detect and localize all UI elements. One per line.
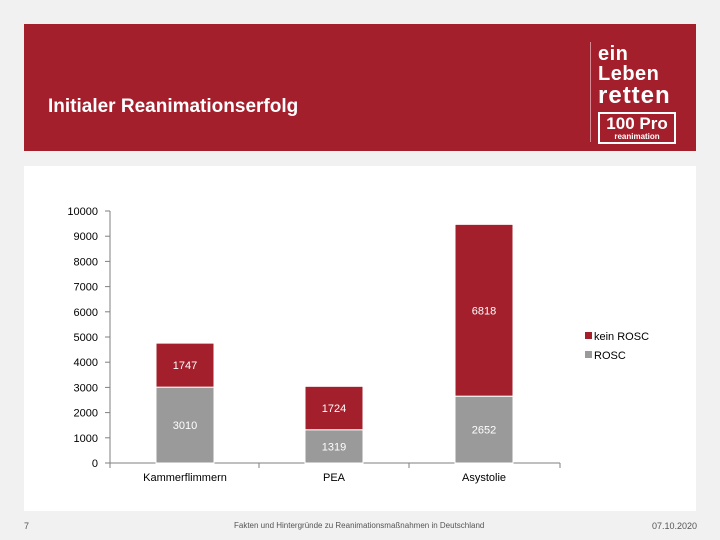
brand-logo: ein Leben retten 100 Pro reanimation bbox=[598, 44, 690, 144]
x-tick-label: Kammerflimmern bbox=[143, 472, 227, 484]
y-tick-label: 0 bbox=[92, 458, 98, 470]
y-tick-label: 10000 bbox=[67, 206, 98, 218]
y-tick-label: 1000 bbox=[74, 433, 98, 445]
y-tick-label: 3000 bbox=[74, 382, 98, 394]
y-tick-label: 2000 bbox=[74, 408, 98, 420]
data-label: 3010 bbox=[173, 420, 197, 432]
bar-rosc bbox=[155, 386, 215, 464]
data-label: 1747 bbox=[173, 360, 197, 372]
data-label: 1319 bbox=[322, 441, 346, 453]
y-tick-label: 8000 bbox=[74, 256, 98, 268]
y-tick-label: 5000 bbox=[74, 332, 98, 344]
x-tick-label: PEA bbox=[323, 472, 346, 484]
logo-box: 100 Pro reanimation bbox=[598, 112, 676, 144]
y-tick-label: 7000 bbox=[74, 282, 98, 294]
data-label: 1724 bbox=[322, 403, 346, 415]
y-tick-label: 6000 bbox=[74, 307, 98, 319]
bar-kein-rosc bbox=[304, 385, 364, 431]
logo-line2: retten bbox=[598, 82, 671, 109]
bar-rosc bbox=[304, 429, 364, 464]
legend-swatch bbox=[585, 332, 592, 339]
logo-box-line2: reanimation bbox=[614, 132, 660, 141]
bar-kein-rosc bbox=[155, 342, 215, 388]
footer-text: Fakten und Hintergründe zu Reanimationsm… bbox=[234, 521, 485, 530]
bar-rosc bbox=[454, 395, 514, 464]
legend-label: ROSC bbox=[594, 350, 626, 362]
legend-label: kein ROSC bbox=[594, 331, 649, 343]
logo-box-line1: 100 Pro bbox=[606, 114, 668, 133]
y-tick-label: 4000 bbox=[74, 357, 98, 369]
footer-date: 07.10.2020 bbox=[652, 521, 698, 531]
data-label: 2652 bbox=[472, 425, 496, 437]
header-banner: Initialer Reanimationserfolg ein Leben r… bbox=[24, 24, 696, 151]
logo-divider bbox=[590, 42, 591, 142]
x-tick-label: Asystolie bbox=[462, 472, 506, 484]
bar-kein-rosc bbox=[454, 223, 514, 397]
logo-line1: ein Leben bbox=[598, 43, 660, 85]
legend-swatch bbox=[585, 351, 592, 358]
slide-number: 7 bbox=[24, 521, 30, 531]
data-label: 6818 bbox=[472, 305, 496, 317]
page-title: Initialer Reanimationserfolg bbox=[48, 96, 299, 117]
y-tick-label: 9000 bbox=[74, 231, 98, 243]
